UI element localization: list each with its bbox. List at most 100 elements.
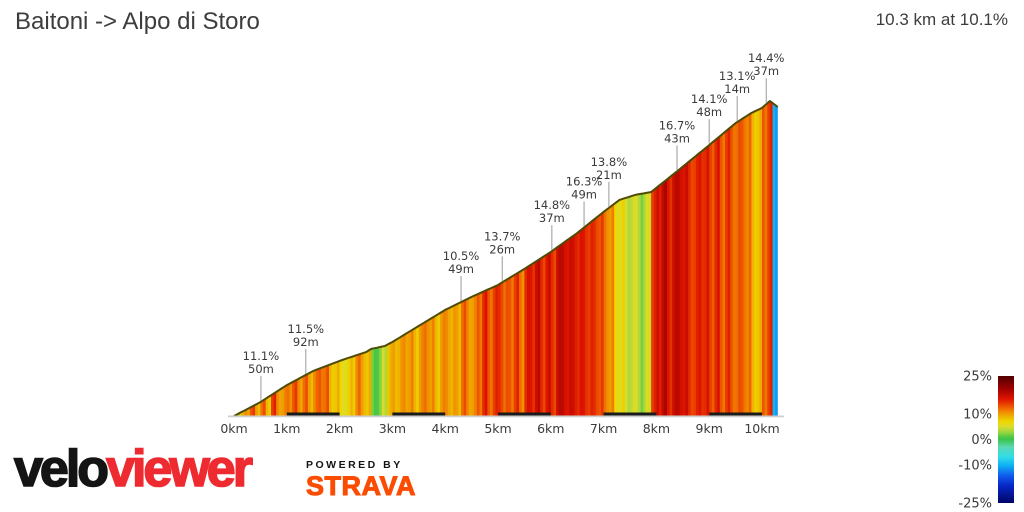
gradient-stripe [371, 348, 375, 416]
gradient-stripe [463, 299, 467, 416]
gradient-stripe [271, 393, 275, 416]
gradient-stripe [635, 194, 639, 416]
gradient-stripe [611, 203, 615, 416]
gradient-stripe [405, 332, 409, 416]
gradient-stripe [400, 335, 404, 416]
gradient-stripe [711, 140, 715, 416]
gradient-stripe [619, 199, 623, 416]
gradient-stripe [587, 222, 591, 416]
gradient-stripe [566, 238, 570, 416]
gradient-stripe [764, 103, 768, 417]
gradient-stripe [469, 296, 473, 416]
gradient-stripe [727, 127, 731, 416]
gradient-stripe [651, 189, 655, 416]
gradient-stripe [458, 302, 462, 416]
annotation-gain-label: 37m [753, 64, 779, 78]
gradient-stripe [667, 177, 671, 416]
gradient-stripe [722, 131, 726, 416]
powered-by-label: POWERED BY [306, 459, 403, 471]
x-axis-km-band [498, 412, 551, 416]
gradient-stripe [537, 258, 541, 416]
annotation-grade-label: 16.3% [566, 174, 603, 188]
gradient-annotation: 16.3%49m [566, 174, 603, 227]
gradient-stripe [516, 272, 520, 416]
gradient-stripe [484, 289, 488, 416]
gradient-stripe [550, 250, 554, 416]
gradient-annotation: 13.7%26m [484, 229, 521, 282]
gradient-stripe [688, 160, 692, 416]
gradient-stripe [751, 111, 755, 416]
annotation-gain-label: 21m [596, 168, 622, 182]
gradient-stripe [305, 373, 309, 416]
gradient-stripe [384, 344, 388, 416]
annotation-grade-label: 13.1% [719, 69, 756, 83]
annotation-gain-label: 49m [448, 262, 474, 276]
gradient-stripe [640, 193, 644, 416]
gradient-stripe [255, 403, 259, 416]
gradient-stripe [508, 276, 512, 416]
x-axis-tick-label: 1km [273, 421, 300, 436]
gradient-stripe [656, 185, 660, 416]
gradient-stripe [344, 358, 348, 416]
x-axis-km-band [603, 412, 657, 416]
gradient-stripe [564, 240, 568, 416]
gradient-stripe [421, 322, 425, 416]
gradient-stripe [276, 390, 280, 416]
gradient-stripe [725, 129, 729, 416]
gradient-stripe [630, 195, 634, 416]
gradient-stripe [358, 353, 362, 416]
gradient-stripe [278, 388, 282, 416]
gradient-stripe [476, 293, 480, 416]
gradient-stripe [313, 369, 317, 416]
gradient-stripe [614, 201, 618, 416]
gradient-stripe [743, 116, 747, 417]
annotation-gain-label: 14m [724, 82, 750, 96]
gradient-stripe [624, 197, 628, 416]
gradient-annotation: 11.1%50m [243, 349, 279, 401]
gradient-stripe [323, 365, 327, 416]
gradient-stripe [521, 268, 525, 416]
gradient-stripe [450, 306, 454, 416]
gradient-stripe [590, 220, 594, 416]
veloviewer-logo: veloviewer [13, 440, 254, 498]
annotation-gain-label: 43m [664, 131, 690, 145]
gradient-annotation: 13.1%14m [719, 69, 756, 122]
annotation-gain-label: 26m [489, 242, 515, 256]
gradient-stripe [701, 149, 705, 416]
gradient-stripe [252, 404, 256, 416]
gradient-stripe [527, 265, 531, 416]
gradient-stripe [717, 136, 721, 417]
gradient-stripe [479, 292, 483, 416]
annotation-gain-label: 92m [293, 335, 319, 349]
x-axis-km-band [709, 412, 762, 416]
x-axis-km-band [392, 412, 446, 416]
powered-by-strava: POWERED BY STRAVA [306, 459, 417, 500]
gradient-stripes [234, 101, 778, 417]
gradient-stripe [366, 350, 370, 416]
annotation-grade-label: 11.5% [288, 322, 325, 336]
gradient-stripe [706, 145, 710, 416]
gradient-stripe [300, 376, 304, 416]
gradient-stripe [347, 357, 351, 416]
gradient-stripe [360, 352, 364, 416]
gradient-stripe [740, 118, 744, 416]
gradient-stripe [519, 270, 523, 416]
gradient-stripe [410, 329, 414, 416]
gradient-stripe [265, 397, 269, 416]
gradient-stripe [268, 395, 272, 416]
gradient-stripe [495, 285, 499, 416]
gradient-stripe [532, 262, 536, 416]
annotation-gain-label: 49m [571, 187, 597, 201]
gradient-stripe [466, 298, 470, 416]
gradient-stripe [379, 346, 383, 416]
gradient-stripe [540, 257, 544, 416]
gradient-stripe [632, 194, 636, 416]
gradient-stripe [653, 187, 657, 416]
veloviewer-logo-velo-text: velo [13, 440, 110, 498]
veloviewer-logo-viewer-text: viewer [105, 440, 253, 498]
gradient-stripe [598, 214, 602, 416]
gradient-annotation: 11.5%92m [288, 322, 325, 374]
gradient-stripe [677, 168, 681, 416]
gradient-stripe [703, 147, 708, 417]
gradient-stripe [548, 251, 552, 416]
